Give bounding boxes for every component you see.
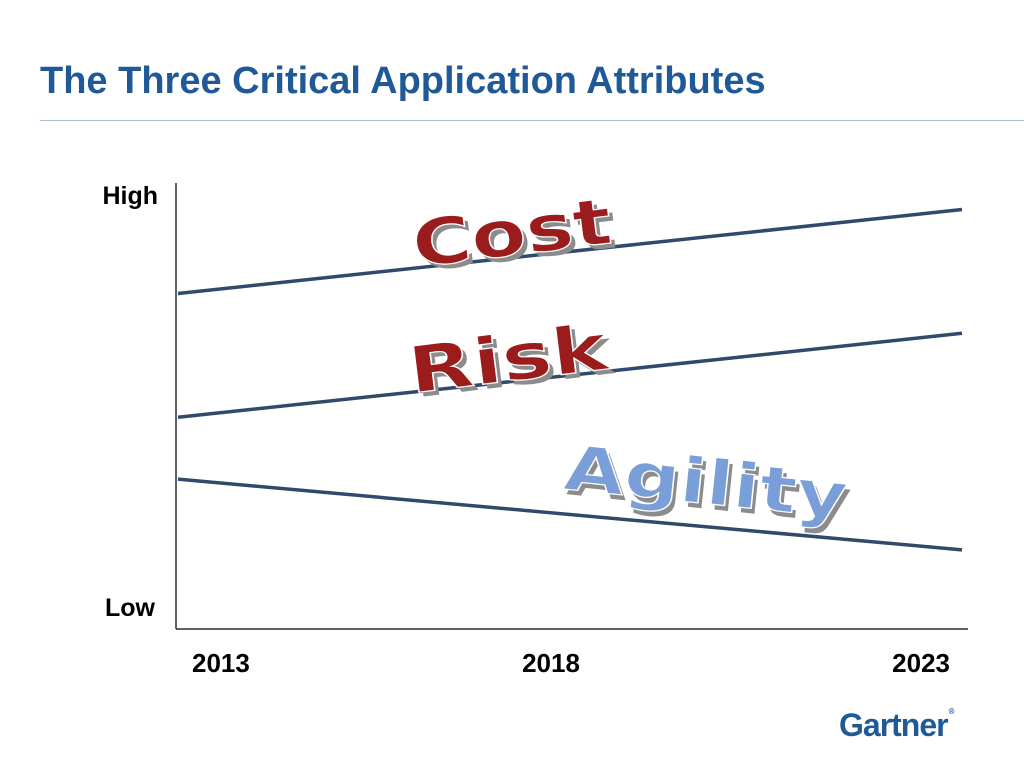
x-tick-label-2023: 2023 xyxy=(892,648,950,678)
y-label-high: High xyxy=(102,182,158,210)
series-line-agility xyxy=(177,477,963,552)
x-tick-label-2013: 2013 xyxy=(192,648,250,678)
series-label-cost: Cost xyxy=(408,185,616,283)
gartner-logo: Gartner® xyxy=(839,707,955,743)
series-line-cost xyxy=(177,207,963,296)
series-line-risk xyxy=(177,331,963,420)
y-label-low: Low xyxy=(105,594,156,622)
slide-title: The Three Critical Application Attribute… xyxy=(40,60,766,102)
series-label-risk: Risk xyxy=(404,311,613,409)
x-tick-label-2018: 2018 xyxy=(522,648,580,678)
title-divider xyxy=(40,120,1024,121)
